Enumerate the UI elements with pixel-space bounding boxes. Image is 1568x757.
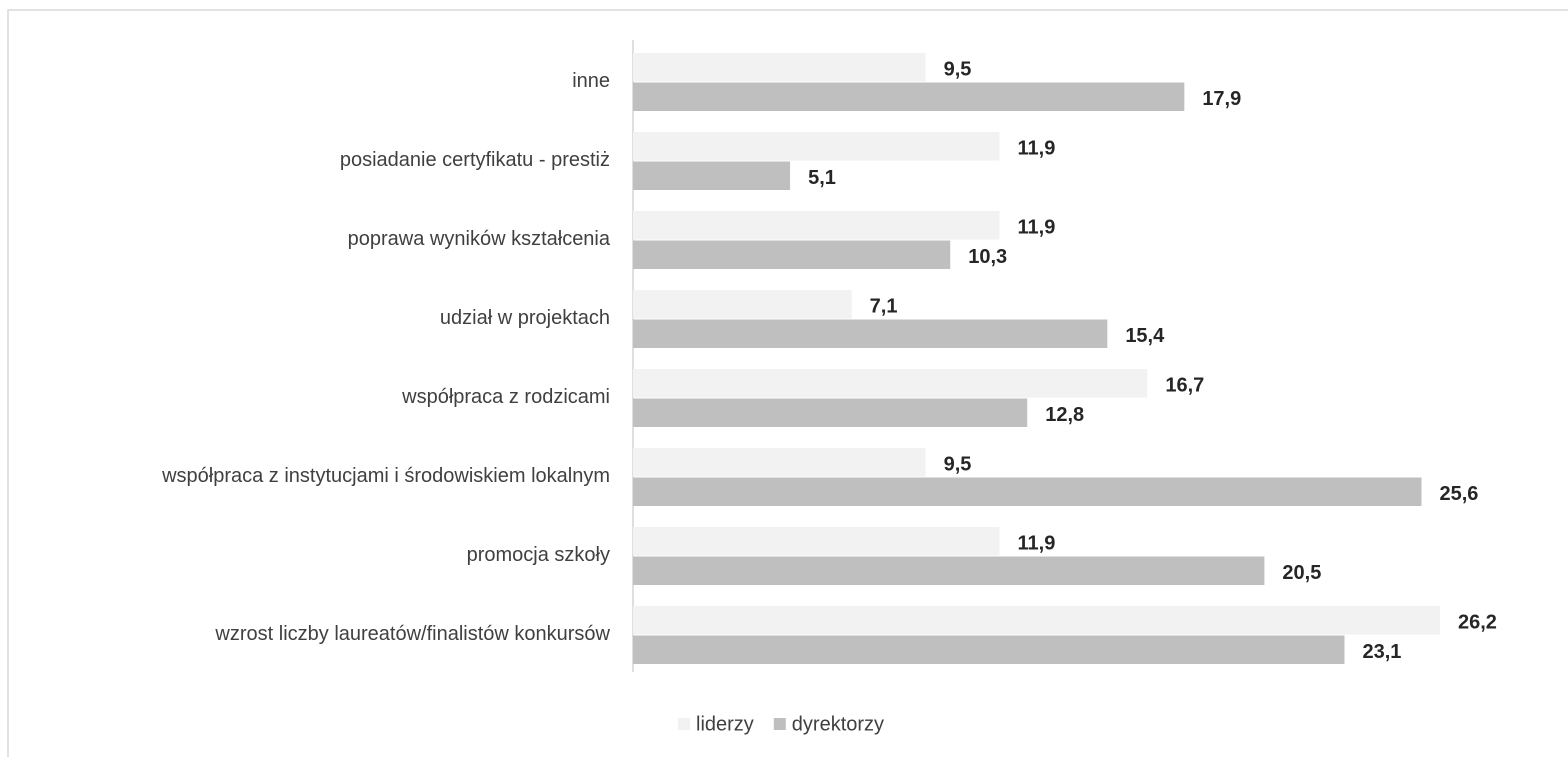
legend-swatch [678,718,690,730]
data-label: 9,5 [944,454,972,476]
y-tick-label: promocja szkoły [467,544,610,566]
y-tick-label: posiadanie certyfikatu - prestiż [340,149,610,171]
chart-frame [7,9,1568,757]
data-label: 7,1 [870,296,898,318]
data-label: 5,1 [808,167,836,189]
data-label: 10,3 [968,246,1007,268]
data-label: 11,9 [1018,217,1056,239]
bar [633,398,1028,427]
data-label: 25,6 [1439,483,1478,505]
bar [633,290,852,319]
y-tick-label: współpraca z rodzicami [401,386,610,408]
legend-label: dyrektorzy [792,713,884,735]
y-tick-label: poprawa wyników kształcenia [348,228,611,250]
y-tick-label: współpraca z instytucjami i środowiskiem… [161,465,610,487]
bar [633,556,1265,585]
bar [633,369,1148,398]
y-tick-label: wzrost liczby laureatów/finalistów konku… [214,623,610,645]
bar [633,635,1345,664]
bar [633,606,1440,635]
bar [633,132,1000,161]
bar [633,53,926,82]
legend-label: liderzy [696,713,754,735]
bar [633,527,1000,556]
data-label: 15,4 [1125,325,1165,347]
bar [633,240,951,269]
bar [633,82,1185,111]
data-label: 16,7 [1165,375,1204,397]
bar [633,161,791,190]
data-label: 17,9 [1202,88,1241,110]
bar [633,477,1422,506]
data-label: 11,9 [1018,138,1056,160]
y-tick-label: udział w projektach [440,307,610,329]
data-label: 26,2 [1458,612,1497,634]
data-label: 20,5 [1282,562,1321,584]
data-label: 11,9 [1018,533,1056,555]
bar [633,448,926,477]
data-label: 12,8 [1045,404,1084,426]
bar [633,319,1108,348]
bar [633,211,1000,240]
legend-swatch [773,718,786,730]
data-label: 23,1 [1362,641,1401,663]
y-tick-label: inne [572,70,610,92]
data-label: 9,5 [944,59,972,81]
